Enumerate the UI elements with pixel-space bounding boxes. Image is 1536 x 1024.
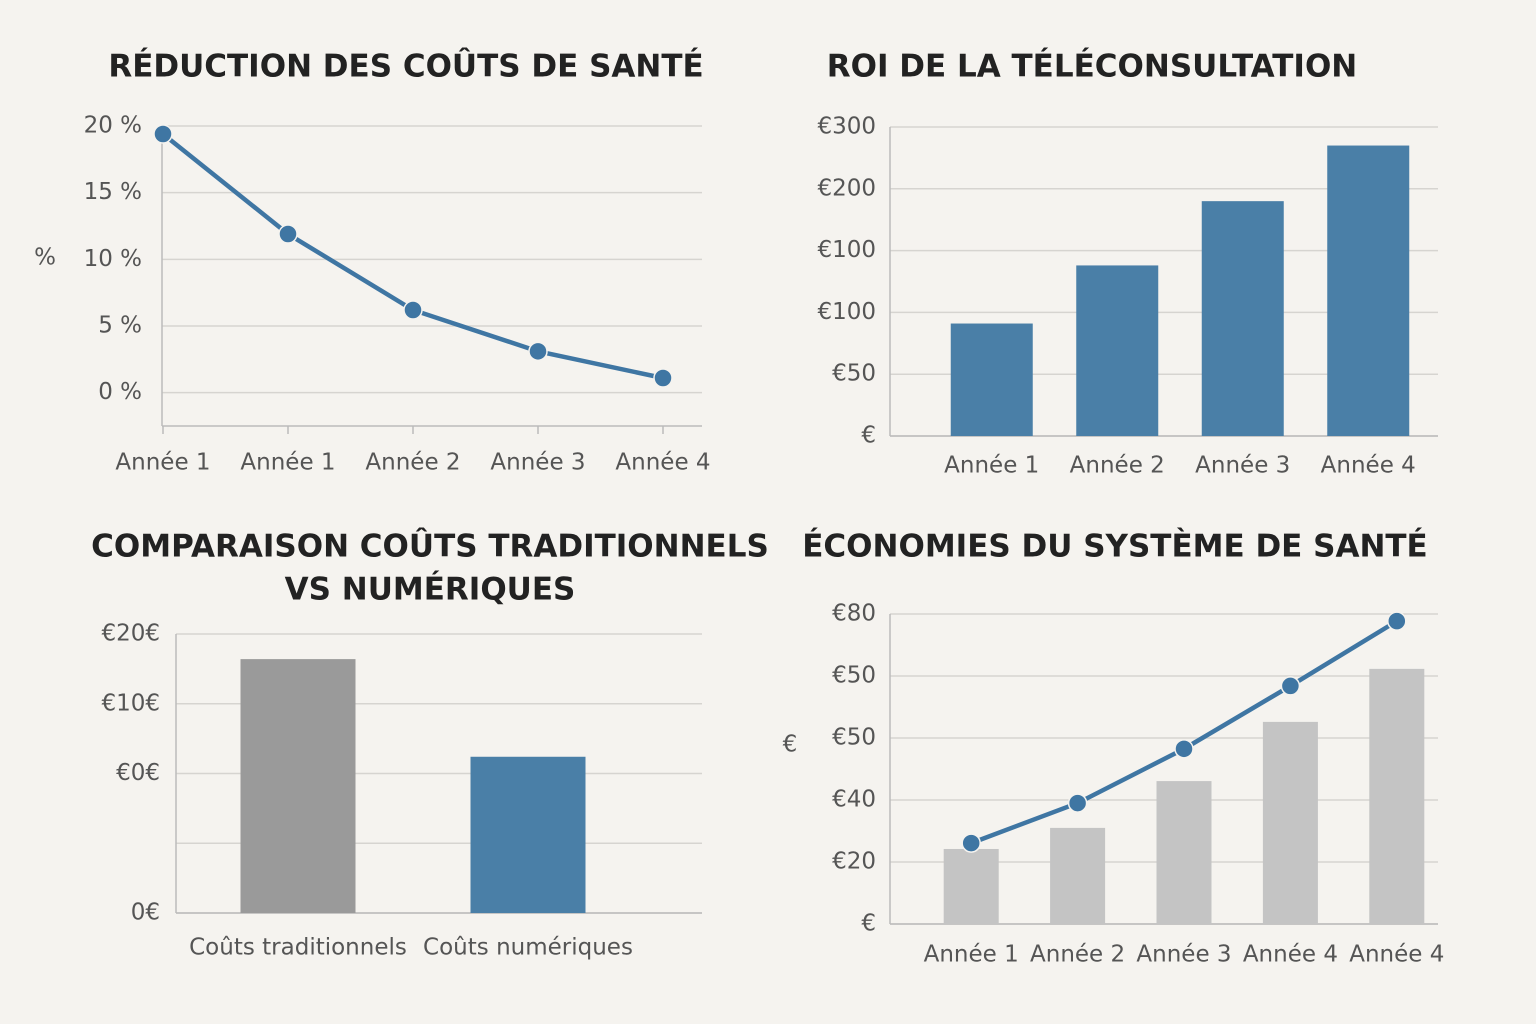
y-tick-label: €20 xyxy=(832,849,876,875)
point xyxy=(403,300,423,320)
y-tick-label: €0€ xyxy=(116,760,160,786)
y-tick-label: 5 % xyxy=(98,313,142,339)
line xyxy=(161,132,664,381)
bar xyxy=(1050,827,1106,924)
x-tick-label: Année 1 xyxy=(115,450,210,476)
point xyxy=(1067,793,1088,813)
y-tick-label: €50 xyxy=(832,725,876,751)
chart-title: ÉCONOMIES DU SYSTÈME DE SANTÉ xyxy=(802,529,1427,565)
chart-title: ROI DE LA TÉLÉCONSULTATION xyxy=(827,49,1358,85)
bar xyxy=(1369,668,1425,924)
y-axis-label: % xyxy=(34,245,56,271)
point xyxy=(653,368,673,388)
y-tick-label: € xyxy=(861,423,876,449)
y-tick-label: €20€ xyxy=(101,621,160,647)
y-tick-label: 0 % xyxy=(98,379,142,405)
y-tick-label: €100 xyxy=(817,237,876,263)
point xyxy=(961,833,981,853)
bar xyxy=(1262,721,1318,924)
y-tick-label: € xyxy=(861,911,876,937)
y-tick-label: €200 xyxy=(817,175,876,201)
x-tick-label: Année 4 xyxy=(615,450,710,476)
x-tick-label: Année 2 xyxy=(1070,453,1165,479)
y-tick-label: €100 xyxy=(817,299,876,325)
x-tick-label: Année 3 xyxy=(1195,453,1290,479)
bar xyxy=(943,848,999,924)
chart-title: RÉDUCTION DES COÛTS DE SANTÉ xyxy=(108,48,703,85)
y-axis-label: € xyxy=(783,732,798,758)
x-tick-label: Année 3 xyxy=(490,450,585,476)
x-tick-label: Année 2 xyxy=(1030,942,1125,968)
y-tick-label: €300 xyxy=(817,114,876,140)
chart-title: VS NUMÉRIQUES xyxy=(285,572,576,608)
y-tick-label: €50 xyxy=(832,663,876,689)
x-tick-label: Coûts numériques xyxy=(423,935,633,961)
x-tick-label: Année 4 xyxy=(1349,942,1444,968)
point xyxy=(278,224,298,244)
bar xyxy=(240,659,356,913)
x-tick-label: Année 4 xyxy=(1243,942,1338,968)
bar xyxy=(1201,201,1284,436)
x-tick-label: Année 3 xyxy=(1136,942,1231,968)
y-tick-label: €80 xyxy=(832,601,876,627)
bar xyxy=(950,323,1033,436)
point xyxy=(1387,611,1407,631)
point xyxy=(1174,739,1194,759)
x-tick-label: Année 1 xyxy=(924,942,1019,968)
y-tick-label: 0€ xyxy=(131,900,160,926)
bar xyxy=(1327,145,1410,437)
x-tick-label: Année 1 xyxy=(944,453,1039,479)
y-tick-label: 15 % xyxy=(84,179,142,205)
chart-title: COMPARAISON COÛTS TRADITIONNELS xyxy=(91,528,769,565)
x-tick-label: Coûts traditionnels xyxy=(189,935,407,961)
y-tick-label: €10€ xyxy=(101,690,160,716)
x-tick-label: Année 2 xyxy=(365,450,460,476)
bar xyxy=(1076,265,1159,436)
bar xyxy=(1156,781,1212,924)
bar xyxy=(470,756,586,913)
x-tick-label: Année 1 xyxy=(240,450,335,476)
y-tick-label: €40 xyxy=(832,787,876,813)
point xyxy=(1280,676,1301,696)
point xyxy=(153,124,173,144)
y-tick-label: 20 % xyxy=(84,113,142,139)
point xyxy=(528,341,548,362)
x-tick-label: Année 4 xyxy=(1321,453,1416,479)
y-tick-label: €50 xyxy=(832,361,876,387)
y-tick-label: 10 % xyxy=(84,246,142,272)
